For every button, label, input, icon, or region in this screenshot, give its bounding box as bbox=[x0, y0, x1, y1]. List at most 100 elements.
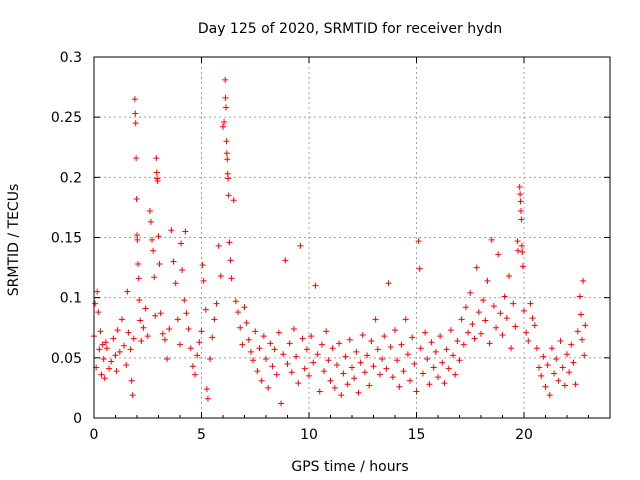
data-point bbox=[523, 329, 530, 336]
y-tick-label: 0.1 bbox=[60, 291, 82, 307]
data-point bbox=[299, 335, 306, 342]
data-point bbox=[495, 251, 502, 258]
data-point bbox=[306, 372, 312, 379]
grid bbox=[94, 57, 610, 418]
data-point bbox=[128, 377, 135, 384]
data-point bbox=[469, 321, 476, 328]
data-point bbox=[225, 175, 232, 182]
data-point bbox=[456, 357, 463, 364]
data-point bbox=[372, 316, 379, 323]
data-point bbox=[275, 329, 282, 336]
data-point bbox=[521, 307, 527, 314]
data-point bbox=[94, 288, 101, 295]
data-point bbox=[108, 358, 115, 365]
data-point bbox=[140, 324, 147, 331]
data-point bbox=[161, 336, 168, 343]
data-point bbox=[555, 377, 562, 384]
data-point bbox=[402, 316, 409, 323]
data-point bbox=[538, 372, 545, 379]
data-point bbox=[204, 395, 211, 402]
data-point bbox=[241, 304, 248, 311]
data-point bbox=[226, 239, 233, 246]
data-point bbox=[349, 364, 355, 371]
data-point bbox=[490, 303, 497, 310]
data-point bbox=[245, 336, 252, 343]
data-point bbox=[582, 322, 589, 329]
data-point bbox=[230, 197, 237, 204]
data-point bbox=[223, 104, 230, 111]
y-tick-label: 0.2 bbox=[60, 170, 82, 186]
data-point bbox=[484, 277, 491, 284]
data-point bbox=[189, 363, 196, 370]
data-point bbox=[130, 335, 137, 342]
data-point bbox=[308, 333, 315, 340]
data-point bbox=[267, 340, 274, 347]
data-point bbox=[239, 341, 246, 348]
data-point bbox=[364, 352, 371, 359]
data-point bbox=[430, 364, 437, 371]
data-point bbox=[153, 155, 160, 162]
data-point bbox=[303, 346, 310, 353]
data-point bbox=[121, 342, 128, 349]
data-point bbox=[199, 262, 206, 269]
data-point bbox=[435, 374, 441, 381]
data-point bbox=[110, 335, 117, 342]
data-point bbox=[135, 275, 142, 282]
data-point bbox=[374, 346, 381, 353]
data-point bbox=[132, 120, 139, 127]
data-point bbox=[422, 329, 429, 336]
data-point bbox=[361, 369, 368, 376]
data-point bbox=[187, 345, 194, 352]
data-point bbox=[235, 309, 242, 316]
data-point bbox=[574, 328, 581, 335]
data-point bbox=[217, 273, 224, 280]
data-point bbox=[518, 216, 525, 223]
data-point bbox=[480, 297, 487, 304]
data-point bbox=[136, 297, 143, 304]
data-point bbox=[493, 324, 500, 331]
data-point bbox=[325, 357, 332, 364]
data-point bbox=[310, 359, 317, 366]
data-point bbox=[227, 257, 234, 264]
data-point bbox=[333, 362, 340, 369]
data-point bbox=[97, 328, 104, 335]
data-point bbox=[473, 264, 480, 271]
data-point bbox=[486, 340, 493, 347]
data-point bbox=[237, 324, 244, 331]
data-point bbox=[482, 317, 489, 324]
data-point bbox=[577, 311, 584, 318]
x-tick-label: 0 bbox=[90, 427, 99, 443]
data-point bbox=[450, 352, 457, 359]
data-point bbox=[460, 341, 467, 348]
data-point bbox=[336, 340, 343, 347]
data-point bbox=[192, 371, 199, 378]
data-point bbox=[118, 316, 125, 323]
data-point bbox=[166, 325, 173, 332]
data-point bbox=[147, 218, 154, 225]
data-point bbox=[155, 233, 162, 240]
data-point bbox=[419, 370, 426, 377]
data-point bbox=[437, 333, 444, 340]
data-point bbox=[557, 337, 564, 344]
data-point bbox=[525, 337, 532, 344]
data-point bbox=[223, 138, 230, 145]
data-point bbox=[564, 351, 570, 358]
data-point bbox=[271, 346, 278, 353]
data-point bbox=[154, 177, 161, 184]
data-point bbox=[447, 327, 454, 334]
data-point bbox=[576, 293, 583, 300]
x-tick-label: 10 bbox=[300, 427, 318, 443]
data-point bbox=[488, 236, 495, 243]
data-point bbox=[529, 315, 536, 322]
data-point bbox=[290, 325, 297, 332]
data-point bbox=[533, 345, 540, 352]
data-point bbox=[416, 265, 423, 272]
data-point bbox=[316, 388, 323, 395]
data-point bbox=[114, 327, 121, 334]
data-point bbox=[432, 348, 439, 355]
data-point bbox=[519, 263, 526, 270]
data-point bbox=[273, 371, 280, 378]
data-point bbox=[321, 368, 328, 375]
data-point bbox=[106, 365, 113, 372]
data-point bbox=[353, 348, 360, 355]
